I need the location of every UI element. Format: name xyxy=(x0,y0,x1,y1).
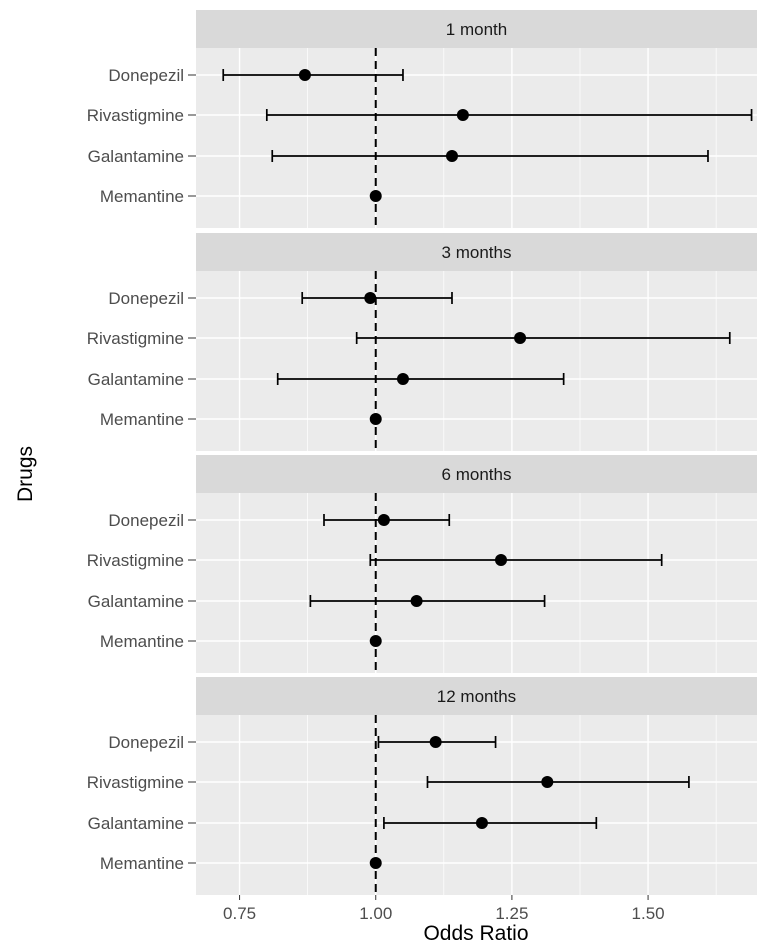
data-point xyxy=(456,109,469,121)
data-point xyxy=(410,595,423,607)
panel-1: 1 month xyxy=(196,10,757,228)
data-point xyxy=(298,69,311,81)
data-point xyxy=(514,332,527,344)
x-axis-title: Odds Ratio xyxy=(423,922,528,945)
x-tick-label: 0.75 xyxy=(223,904,256,923)
x-tick-label: 1.00 xyxy=(359,904,392,923)
data-point xyxy=(541,776,554,788)
y-axis-title: Drugs xyxy=(14,446,37,502)
data-point xyxy=(396,373,409,385)
data-point xyxy=(377,514,390,526)
data-point xyxy=(475,817,488,829)
y-tick-label: Rivastigmine xyxy=(87,551,184,570)
data-point xyxy=(369,857,382,869)
y-tick-label: Memantine xyxy=(100,187,184,206)
y-tick-label: Donepezil xyxy=(108,289,184,308)
panel-background xyxy=(196,271,757,451)
y-tick-label: Rivastigmine xyxy=(87,329,184,348)
panel-2: 3 months xyxy=(196,233,757,451)
panel-4: 12 months xyxy=(196,677,757,895)
x-tick-label: 1.25 xyxy=(495,904,528,923)
y-tick-label: Donepezil xyxy=(108,511,184,530)
y-tick-label: Memantine xyxy=(100,632,184,651)
panel-strip xyxy=(196,455,757,493)
y-tick-label: Memantine xyxy=(100,410,184,429)
panel-title: 12 months xyxy=(437,687,516,706)
panel-title: 6 months xyxy=(442,465,512,484)
y-tick-label: Memantine xyxy=(100,854,184,873)
panel-strip xyxy=(196,677,757,715)
x-axis: 0.75 1.00 1.25 1.50 xyxy=(223,895,665,923)
panel-3: 6 months xyxy=(196,455,757,673)
data-point xyxy=(369,635,382,647)
panel-strip xyxy=(196,233,757,271)
data-point xyxy=(369,413,382,425)
panel-strip xyxy=(196,10,757,48)
y-tick-labels: Donepezil Rivastigmine Galantamine Memantin… xyxy=(87,66,196,873)
panels-layer: 1 month 3 months 6 months 12 months xyxy=(196,10,757,895)
y-tick-label: Galantamine xyxy=(88,814,184,833)
y-tick-label: Rivastigmine xyxy=(87,106,184,125)
data-point xyxy=(495,554,508,566)
data-point xyxy=(429,736,442,748)
y-tick-label: Galantamine xyxy=(88,592,184,611)
panel-background xyxy=(196,715,757,895)
panel-background xyxy=(196,48,757,228)
x-tick-label: 1.50 xyxy=(632,904,665,923)
data-point xyxy=(364,292,377,304)
y-tick-label: Rivastigmine xyxy=(87,773,184,792)
panel-title: 1 month xyxy=(446,20,507,39)
panel-background xyxy=(196,493,757,673)
y-tick-label: Donepezil xyxy=(108,66,184,85)
data-point xyxy=(369,190,382,202)
y-tick-label: Galantamine xyxy=(88,370,184,389)
y-tick-label: Galantamine xyxy=(88,147,184,166)
data-point xyxy=(445,150,458,162)
panel-title: 3 months xyxy=(442,243,512,262)
y-tick-label: Donepezil xyxy=(108,733,184,752)
